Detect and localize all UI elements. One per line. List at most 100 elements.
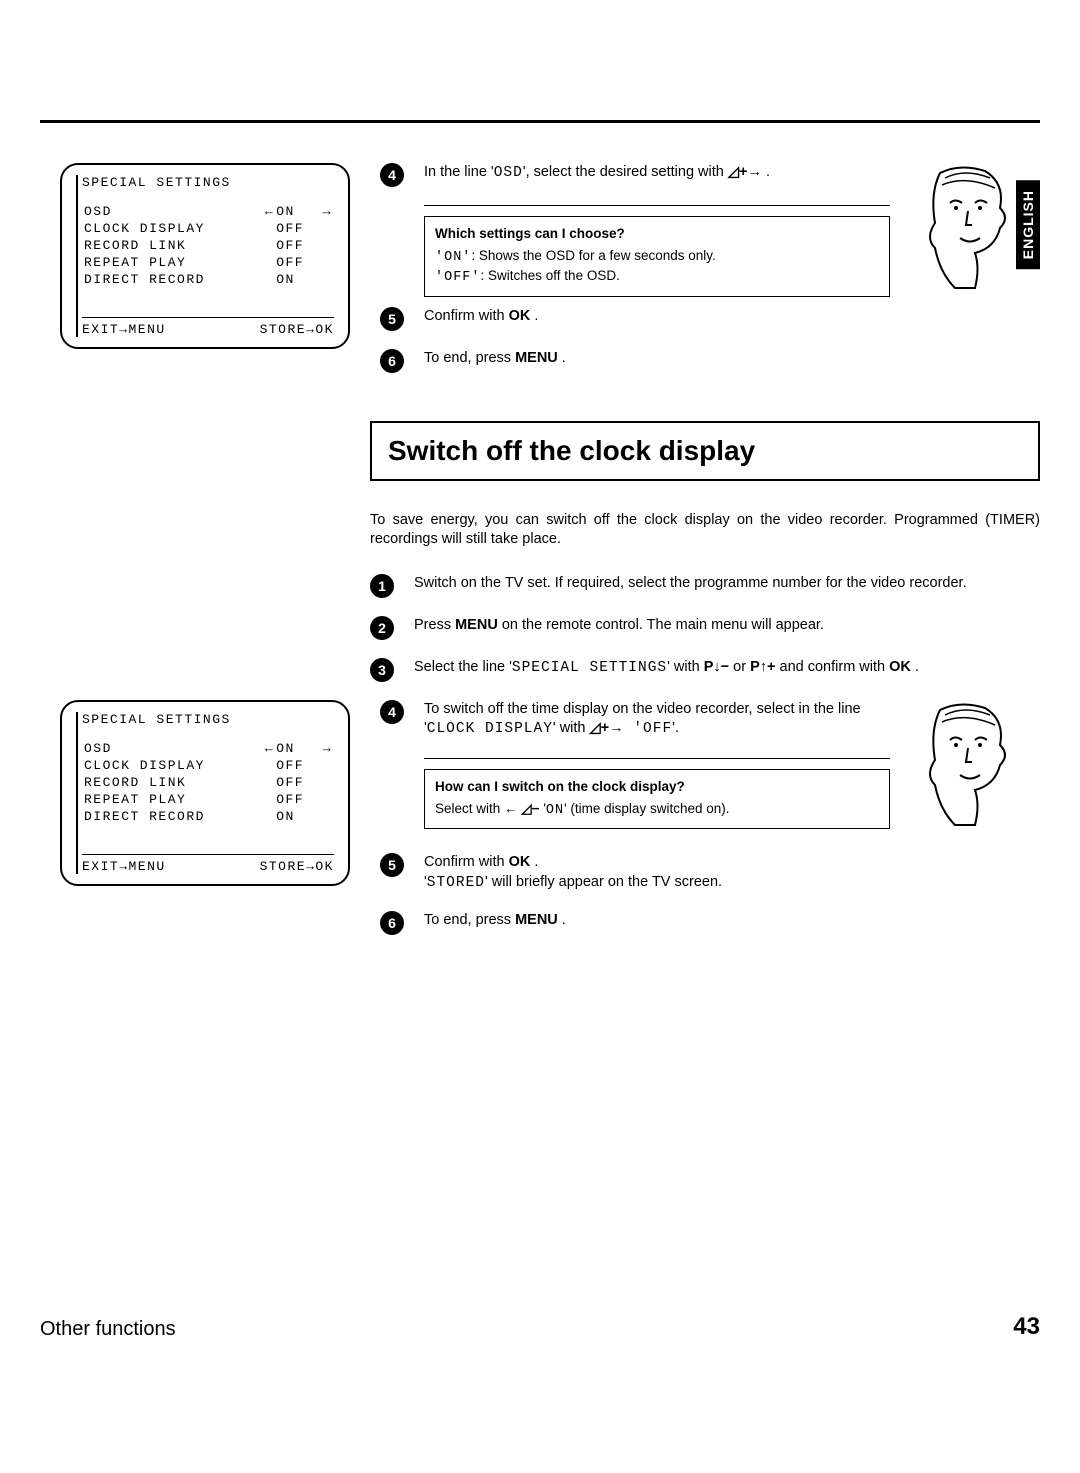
- osd-row-value: OFF: [276, 221, 316, 236]
- osd-table: OSD←ON→ CLOCK DISPLAYOFF RECORD LINKOFF …: [82, 739, 334, 826]
- nav-symbol: ◿+→: [728, 164, 762, 180]
- osd-row-value: OFF: [276, 255, 316, 270]
- text: '.: [672, 720, 679, 736]
- text: To end, press: [424, 912, 515, 928]
- nav-symbol: ◿+→: [590, 720, 624, 736]
- osd-row: CLOCK DISPLAY OFF: [84, 758, 332, 773]
- text: Select the line ': [414, 659, 512, 675]
- text: : Shows the OSD for a few seconds only.: [471, 248, 715, 263]
- arrow-left-icon: ←: [261, 741, 274, 756]
- osd-row-value: OFF: [276, 792, 316, 807]
- info-title: How can I switch on the clock display?: [435, 778, 879, 796]
- button-ref-ok: OK: [509, 308, 531, 324]
- arrow-right-icon: →: [319, 741, 332, 756]
- text-mono: SPECIAL SETTINGS: [512, 660, 667, 676]
- osd-row: CLOCK DISPLAYOFF: [84, 221, 332, 236]
- osd-row-label: OSD: [84, 204, 259, 219]
- osd-screen-1: SPECIAL SETTINGS OSD←ON→ CLOCK DISPLAYOF…: [60, 163, 350, 349]
- osd-row-label: OSD: [84, 741, 259, 756]
- text: on the remote control. The main menu wil…: [498, 617, 824, 633]
- step-5: 5 Confirm with OK .: [380, 307, 890, 331]
- osd-row-value: ON: [276, 204, 316, 219]
- info-box-switch-on-clock: How can I switch on the clock display? S…: [424, 769, 890, 829]
- step-6: 6 To end, press MENU .: [380, 911, 890, 935]
- button-ref-ok: OK: [509, 854, 531, 870]
- step-number-icon: 6: [380, 349, 404, 373]
- step-number-icon: 5: [380, 853, 404, 877]
- text-mono: STORED: [427, 875, 485, 891]
- step-4: 4 In the line 'OSD', select the desired …: [380, 163, 890, 187]
- step-6: 6 To end, press MENU .: [380, 349, 890, 373]
- step-5: 5 Confirm with OK . 'STORED' will briefl…: [380, 853, 890, 893]
- osd-footer-right: STORE→OK: [260, 322, 334, 337]
- step-number-icon: 3: [370, 658, 394, 682]
- step-number-icon: 4: [380, 700, 404, 724]
- osd-row-value: OFF: [276, 238, 316, 253]
- page-number: 43: [1013, 1313, 1040, 1341]
- text: .: [530, 308, 538, 324]
- text: Switch on the TV set. If required, selec…: [414, 574, 1040, 594]
- text: and confirm with: [775, 659, 889, 675]
- osd-title: SPECIAL SETTINGS: [82, 712, 334, 727]
- osd-footer-left: EXIT→MENU: [82, 322, 166, 337]
- nav-symbol: P↑+: [750, 659, 775, 675]
- step-number-icon: 2: [370, 616, 394, 640]
- text: .: [762, 164, 770, 180]
- osd-row-value: OFF: [276, 775, 316, 790]
- step-number-icon: 6: [380, 911, 404, 935]
- text: Press: [414, 617, 455, 633]
- osd-title: SPECIAL SETTINGS: [82, 175, 334, 190]
- osd-footer-left: EXIT→MENU: [82, 859, 166, 874]
- text: ' will briefly appear on the TV screen.: [485, 874, 722, 890]
- osd-footer-right: STORE→OK: [260, 859, 334, 874]
- osd-row: REPEAT PLAYOFF: [84, 792, 332, 807]
- text: .: [530, 854, 538, 870]
- osd-row-label: RECORD LINK: [84, 775, 259, 790]
- osd-screen-2: SPECIAL SETTINGS OSD←ON→ CLOCK DISPLAYOF…: [60, 700, 350, 886]
- step-number-icon: 5: [380, 307, 404, 331]
- text: Confirm with: [424, 308, 509, 324]
- text: In the line ': [424, 164, 494, 180]
- text-mono: 'ON': [435, 250, 471, 265]
- text-mono: 'OFF': [435, 270, 481, 285]
- osd-row: DIRECT RECORDON: [84, 809, 332, 824]
- section-title: Switch off the clock display: [370, 421, 1040, 481]
- text-mono: CLOCK DISPLAY: [427, 721, 553, 737]
- info-box-which-settings: Which settings can I choose? 'ON': Shows…: [424, 216, 890, 297]
- text: ' with: [667, 659, 704, 675]
- text: Select with: [435, 801, 504, 816]
- button-ref-menu: MENU: [455, 617, 498, 633]
- osd-row-value: ON: [276, 809, 316, 824]
- osd-row-value: OFF: [276, 758, 316, 773]
- osd-row-label: RECORD LINK: [84, 238, 259, 253]
- text: .: [558, 912, 566, 928]
- osd-row: OSD←ON→: [84, 741, 332, 756]
- section-intro: To save energy, you can switch off the c…: [370, 511, 1040, 550]
- step-2: 2 Press MENU on the remote control. The …: [370, 616, 1040, 640]
- text: To end, press: [424, 350, 515, 366]
- info-title: Which settings can I choose?: [435, 225, 879, 243]
- step-3: 3 Select the line 'SPECIAL SETTINGS' wit…: [370, 658, 1040, 682]
- text-mono: OSD: [494, 165, 523, 181]
- osd-row-label: CLOCK DISPLAY: [84, 758, 259, 773]
- osd-row-value: ON: [276, 741, 316, 756]
- text-mono: 'OFF: [624, 721, 673, 737]
- section-clock-step4-row: SPECIAL SETTINGS OSD←ON→ CLOCK DISPLAYOF…: [40, 700, 1040, 954]
- osd-row-label: DIRECT RECORD: [84, 272, 259, 287]
- osd-row-label: REPEAT PLAY: [84, 255, 259, 270]
- nav-symbol: ← ◿−: [504, 801, 540, 816]
- page-footer: Other functions 43: [40, 1313, 1040, 1341]
- osd-row-value: ON: [276, 272, 316, 287]
- osd-row: RECORD LINK OFF: [84, 238, 332, 253]
- arrow-left-icon: ←: [261, 204, 274, 219]
- osd-row: REPEAT PLAY OFF: [84, 255, 332, 270]
- top-rule: [40, 120, 1040, 123]
- arrow-right-icon: →: [319, 204, 332, 219]
- text: .: [558, 350, 566, 366]
- osd-row: DIRECT RECORD ON: [84, 272, 332, 287]
- osd-row: RECORD LINK OFF: [84, 775, 332, 790]
- text: .: [911, 659, 919, 675]
- button-ref-menu: MENU: [515, 912, 558, 928]
- text: or: [729, 659, 750, 675]
- text: Confirm with: [424, 854, 509, 870]
